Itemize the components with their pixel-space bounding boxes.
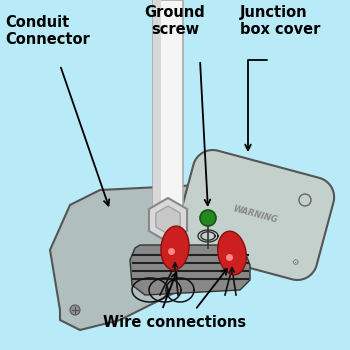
Polygon shape <box>156 206 180 234</box>
Polygon shape <box>130 245 250 295</box>
Text: WARNING: WARNING <box>232 205 278 225</box>
Polygon shape <box>176 150 334 280</box>
Circle shape <box>230 250 240 260</box>
Circle shape <box>200 210 216 226</box>
Text: Junction
box cover: Junction box cover <box>240 5 320 37</box>
Text: Conduit
Connector: Conduit Connector <box>5 15 90 47</box>
Polygon shape <box>153 0 161 215</box>
Polygon shape <box>218 231 246 275</box>
Text: Ground
screw: Ground screw <box>145 5 205 37</box>
Polygon shape <box>50 185 255 330</box>
Text: ⚙: ⚙ <box>291 258 299 267</box>
Text: Wire connections: Wire connections <box>104 315 246 330</box>
Polygon shape <box>149 198 187 242</box>
Polygon shape <box>153 0 183 215</box>
Circle shape <box>70 305 80 315</box>
Polygon shape <box>161 226 189 270</box>
